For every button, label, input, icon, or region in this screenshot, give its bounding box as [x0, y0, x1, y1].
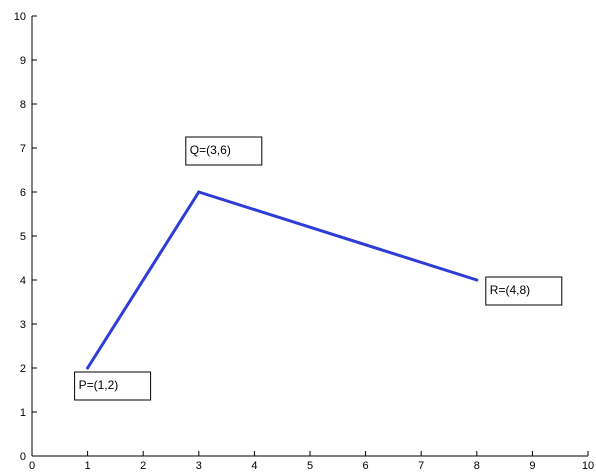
annotation-text: Q=(3,6): [190, 143, 231, 157]
annotation-label: P=(1,2): [74, 371, 152, 401]
y-tick-label: 1: [20, 407, 26, 419]
x-tick-label: 6: [363, 460, 369, 472]
data-point: [86, 366, 90, 370]
data-point: [475, 278, 479, 282]
y-tick-label: 3: [20, 319, 26, 331]
y-tick-label: 10: [14, 11, 26, 23]
annotation-box: [485, 276, 563, 306]
x-tick-label: 10: [582, 460, 594, 472]
plot-area: [86, 190, 479, 370]
x-ticks: 0 1 2 3 4 5 6 7 8 9 10: [29, 451, 594, 472]
series-segment: [86, 190, 201, 370]
y-tick-label: 8: [20, 99, 26, 111]
x-tick-label: 9: [529, 460, 535, 472]
y-tick-label: 7: [20, 143, 26, 155]
series-segment: [197, 190, 479, 282]
annotation-label: Q=(3,6): [185, 136, 263, 166]
annotation-box: [74, 371, 152, 401]
x-tick-label: 7: [418, 460, 424, 472]
data-point: [197, 190, 201, 194]
annotation-label: R=(4,8): [485, 276, 563, 306]
annotation-text: R=(4,8): [490, 283, 530, 297]
y-tick-label: 9: [20, 55, 26, 67]
y-tick-label: 4: [20, 275, 26, 287]
y-tick-label: 2: [20, 363, 26, 375]
y-tick-label: 5: [20, 231, 26, 243]
y-tick-label: 0: [20, 451, 26, 463]
x-tick-label: 3: [196, 460, 202, 472]
x-tick-label: 5: [307, 460, 313, 472]
x-tick-label: 1: [85, 460, 91, 472]
x-tick-label: 4: [251, 460, 257, 472]
x-tick-label: 8: [474, 460, 480, 472]
annotations: P=(1,2) Q=(3,6) R=(4,8): [74, 136, 563, 401]
annotation-box: [185, 136, 263, 166]
y-tick-label: 6: [20, 187, 26, 199]
y-ticks: 0 1 2 3 4 5 6 7 8 9 10: [14, 11, 37, 463]
x-tick-label: 2: [140, 460, 146, 472]
annotation-text: P=(1,2): [79, 378, 119, 392]
x-tick-label: 0: [29, 460, 35, 472]
